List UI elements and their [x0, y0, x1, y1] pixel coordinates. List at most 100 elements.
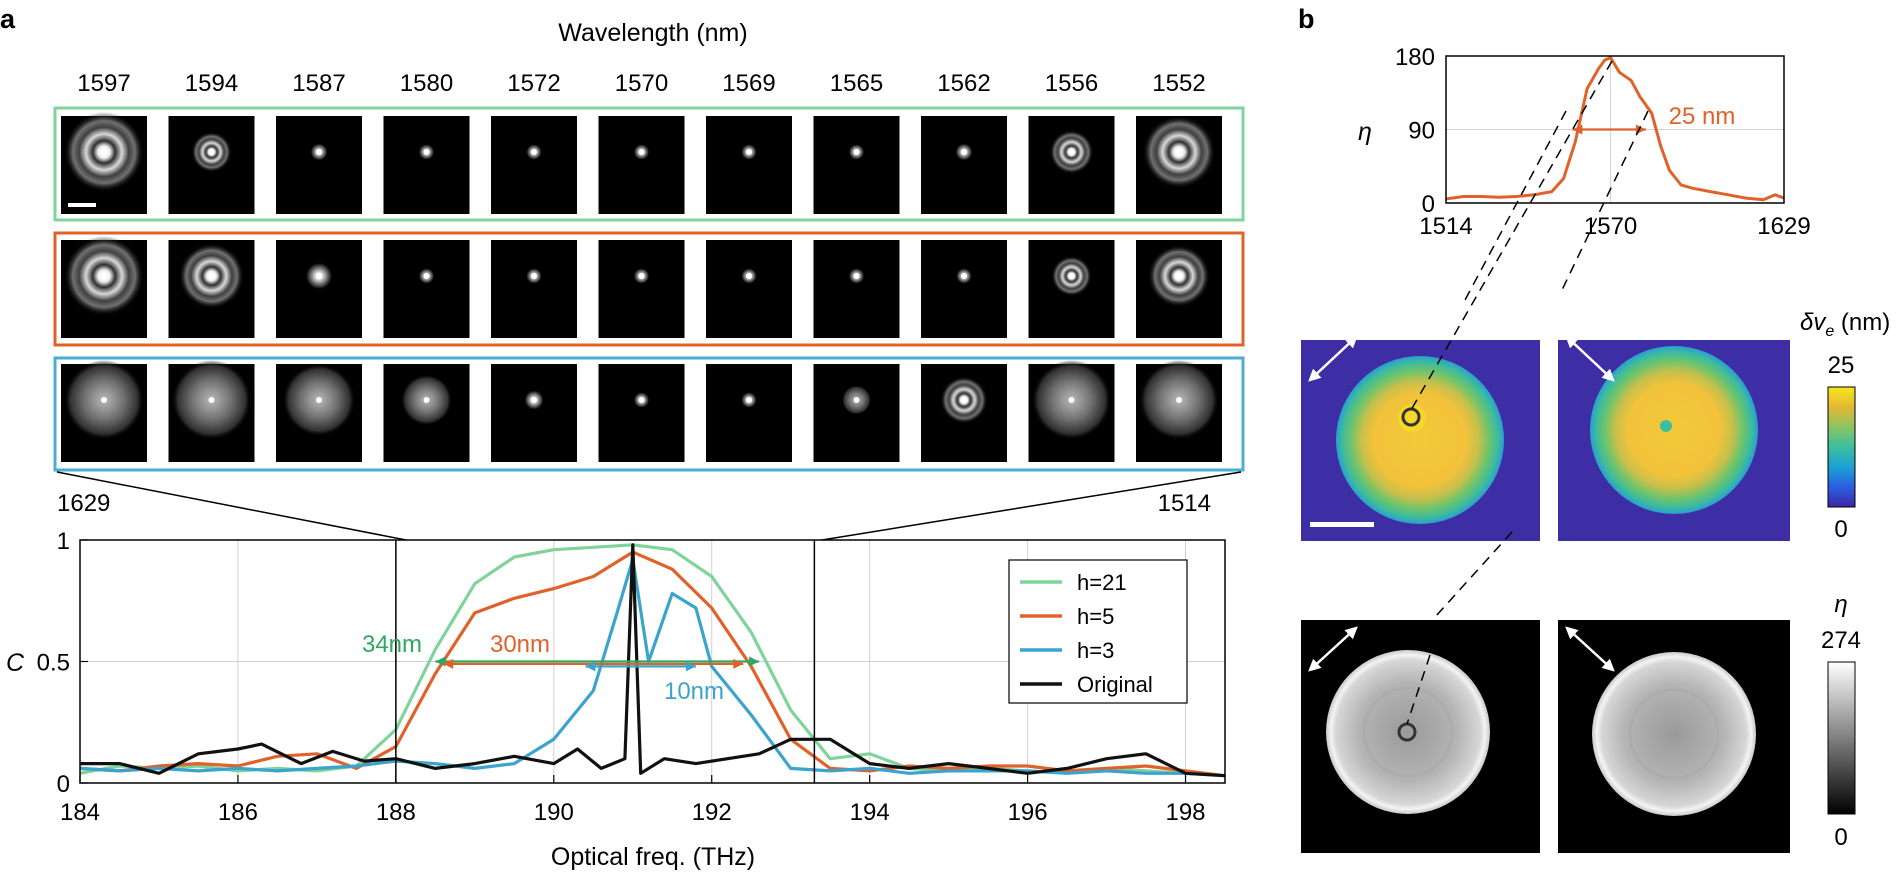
y-tick-label: 1: [57, 528, 70, 555]
speckle-center: [208, 149, 215, 155]
small-y-tick-label: 180: [1395, 44, 1435, 71]
speckle-tile: [921, 240, 1007, 338]
dash-line-2: [1464, 110, 1567, 301]
speckle-center: [316, 149, 322, 155]
selected-pixel-marker-1: [1401, 407, 1421, 427]
speckle-center: [531, 273, 537, 279]
speckle-center: [1176, 149, 1182, 155]
row-frame-h5: [53, 231, 1245, 347]
annotation-arrowhead-right: [749, 656, 760, 667]
annotation-arrowhead-left: [585, 661, 596, 672]
legend-label: h=3: [1077, 638, 1114, 663]
colorbar-max: 25: [1828, 352, 1855, 379]
color-map-2-disk: [1590, 346, 1758, 514]
speckle-tile: [383, 116, 470, 214]
scale-bar-b: [1310, 522, 1374, 527]
speckle-tile: [706, 240, 792, 338]
bandwidth-annotations: 34nm 30nm 10nm: [362, 631, 760, 705]
gray-map-2-ring: [1628, 688, 1720, 780]
zoom-left-label: 1629: [57, 490, 110, 517]
wavelength-label: 1572: [507, 70, 560, 97]
wavelength-labels: 1597 1594 1587 1580 1572 1570 1569 1565 1562 1556…: [77, 70, 1205, 97]
x-tick-label: 198: [1165, 799, 1205, 826]
small-y-tick-label: 0: [1422, 191, 1435, 218]
zoom-right-label: 1514: [1158, 490, 1211, 517]
speckle-center: [961, 273, 967, 279]
zoom-line-left: [56, 471, 407, 541]
color-map-2-center: [1660, 420, 1672, 432]
annotation-arrowhead-left: [443, 658, 454, 669]
legend-label: Original: [1077, 672, 1153, 697]
x-tick-label: 194: [850, 799, 890, 826]
speckle-center: [961, 149, 967, 155]
x-tick-label: 186: [218, 799, 258, 826]
speckle-center: [1068, 273, 1075, 279]
main-x-axis-label: Optical freq. (THz): [551, 843, 755, 871]
speckle-center: [423, 273, 430, 279]
wavelength-label: 1570: [615, 70, 668, 97]
speckle-tile: [491, 240, 577, 338]
small-chart-frame: [1445, 55, 1785, 204]
speckle-center: [101, 397, 107, 403]
gray-map-1-ring: [1362, 686, 1454, 778]
annotation-arrowhead-left: [435, 656, 446, 667]
colorbar-gray: [1827, 661, 1856, 815]
speckle-tile: [598, 364, 685, 462]
speckle-center: [638, 273, 645, 279]
small-chart-annotation: 25 nm: [1572, 103, 1735, 135]
speckle-center: [853, 273, 860, 279]
speckle-center: [316, 397, 322, 403]
speckle-center: [853, 149, 860, 155]
annotation-arrowhead-right: [733, 658, 744, 669]
speckle-center: [531, 149, 537, 155]
speckle-tile: [813, 116, 900, 214]
row-frame-h21: [53, 106, 1245, 222]
highlight-range: [395, 540, 816, 783]
x-tick-label: 196: [1008, 799, 1048, 826]
row-frame-h3: [53, 356, 1245, 472]
wavelength-label: 1565: [830, 70, 883, 97]
x-tick-label: 190: [534, 799, 574, 826]
x-tick-label: 188: [376, 799, 416, 826]
small-annotation-label: 25 nm: [1669, 103, 1736, 130]
speckle-center: [208, 397, 215, 403]
main-chart-ticks: 184 186 188 190 192 194 196 198 0 0.5 1: [37, 528, 1206, 826]
speckle-image-grid: [61, 112, 1222, 462]
annotation-label: 34nm: [362, 631, 422, 658]
y-tick-label: 0: [57, 771, 70, 798]
graybar-title: η: [1834, 591, 1847, 618]
speckle-center: [208, 273, 215, 279]
colorbar-parula: [1827, 386, 1856, 508]
dash-line-5: [1406, 654, 1431, 725]
small-x-tick-label: 1514: [1419, 213, 1472, 240]
small-arrowhead-left: [1572, 124, 1583, 135]
small-y-tick-label: 90: [1408, 118, 1435, 145]
series-line-Original: [80, 543, 1226, 778]
zoom-line-right: [821, 471, 1242, 541]
legend: h=21 h=5 h=3 Original: [1008, 559, 1188, 704]
speckle-center: [638, 397, 645, 403]
speckle-center: [853, 397, 860, 403]
speckle-tile: [491, 116, 577, 214]
speckle-center: [1176, 273, 1182, 279]
correspondence-lines: [1406, 60, 1649, 725]
wavelength-label: 1569: [722, 70, 775, 97]
annotation-label: 10nm: [664, 678, 724, 705]
wavelength-label: 1562: [937, 70, 990, 97]
speckle-center: [746, 149, 752, 155]
dash-line-4: [1435, 531, 1513, 617]
annotation-label: 30nm: [490, 631, 550, 658]
legend-label: h=5: [1077, 604, 1114, 629]
polarization-arrow-3: [1308, 626, 1358, 672]
x-tick-label: 192: [692, 799, 732, 826]
speckle-tile: [706, 116, 792, 214]
small-y-axis-label: η: [1358, 118, 1372, 146]
gray-map-1-disk: [1326, 650, 1490, 814]
wavelength-label: 1580: [400, 70, 453, 97]
speckle-center: [423, 149, 430, 155]
eta-spectrum-line: [1446, 56, 1784, 202]
scale-bar-a: [68, 203, 96, 207]
speckle-center: [1068, 397, 1075, 403]
